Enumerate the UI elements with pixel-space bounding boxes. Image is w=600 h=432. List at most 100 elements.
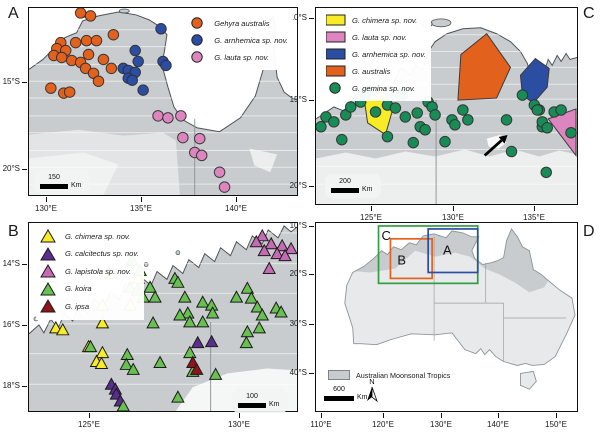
scalebar-bar [324, 396, 354, 401]
scalebar-row: Km [40, 182, 82, 189]
y-tick-label: 15°S [2, 77, 20, 86]
triangle-swatch-icon [40, 281, 56, 295]
triangle-swatch-icon [40, 246, 56, 260]
y-tick-mark [22, 324, 27, 326]
marker-koira [239, 335, 254, 349]
x-tick-label: 130°E [430, 420, 452, 429]
legend-item-koira: G. koira [39, 281, 139, 296]
legend-label-lauta: G. lauta sp. nov. [214, 52, 269, 62]
marker-australis [97, 53, 110, 66]
legend-label-chimera: G. chimera sp. nov. [65, 231, 131, 241]
x-tick-mark [141, 197, 143, 202]
y-tick-mark [309, 17, 314, 19]
x-tick-label: 135°E [130, 204, 152, 213]
y-tick-label: 40°S [289, 368, 307, 377]
marker-gemina [555, 104, 567, 116]
legend-label-australis: G. australis [352, 66, 391, 76]
marker-koira [143, 280, 157, 293]
scalebar-bar [331, 188, 359, 193]
x-tick-label: 130°E [442, 213, 464, 222]
marker-lapistola [284, 241, 297, 255]
marker-gemina [344, 101, 357, 113]
marker-koira [146, 315, 160, 329]
marker-koira [173, 308, 187, 321]
y-tick-label: 30°S [289, 319, 307, 328]
marker-koira [208, 367, 223, 380]
legend-item-lauta: G. lauta sp. nov. [188, 50, 288, 64]
legend-label-koira: G. koira [65, 284, 92, 293]
rect-swatch-icon [326, 14, 346, 26]
rect-swatch-icon [326, 48, 346, 60]
scalebar-unit: Km [362, 186, 373, 193]
legend-label-australis: Gehyra australis [214, 18, 270, 28]
legend-item-lauta: G. lauta sp. nov. [326, 30, 426, 44]
x-tick-mark [453, 206, 455, 211]
tropics-legend-label: Australian Moonsonal Tropics [356, 370, 451, 380]
legend-item-lapistola: G. lapistola sp. nov. [39, 264, 139, 278]
marker-koira [195, 314, 210, 328]
marker-chimera [94, 356, 109, 369]
marker-gemina [462, 114, 474, 126]
marker-lapistola [278, 248, 292, 262]
y-tick-mark [309, 273, 314, 275]
marker-koira [250, 300, 265, 313]
legend-item-chimera: G. chimera sp. nov. [326, 13, 426, 27]
marker-koira [171, 275, 185, 288]
y-tick-mark [309, 99, 314, 101]
legend-item-arnhemica: G. arnhemica sp. nov. [326, 47, 426, 61]
scalebar-row: Km [324, 394, 368, 401]
tasmania [519, 370, 537, 390]
land-south-light [316, 149, 577, 204]
marker-gemina [540, 166, 552, 179]
y-tick-mark [309, 372, 314, 374]
marker-australis [105, 62, 118, 75]
marker-gemina [389, 102, 402, 114]
panel-label-b: B [8, 223, 19, 240]
x-tick-label: 110°E [310, 420, 332, 429]
x-tick-mark [534, 206, 536, 211]
y-tick-mark [309, 225, 314, 227]
scalebar-value: 200 [339, 178, 351, 185]
legend-item-calcitectus: G. calcitectus sp. nov. [39, 246, 139, 261]
marker-gemina [500, 114, 513, 126]
rect-swatch-icon [326, 65, 346, 77]
marker-calcitectus [204, 334, 219, 348]
marker-gemina [399, 111, 412, 123]
marker-gemina [407, 136, 420, 149]
marker-arnhemica [129, 44, 141, 57]
panel-a-map: 130°E 135°E 140°E 15°S 20°S Gehyra australis G… [3, 7, 298, 213]
scalebar-unit: Km [357, 394, 368, 401]
marker-koira [205, 306, 220, 319]
marker-lapistola [270, 246, 284, 260]
tropics-legend: Australian Moonsonal Tropics [328, 370, 450, 380]
marker-koira [240, 324, 255, 338]
marker-gemina [381, 130, 394, 143]
marker-koira [274, 305, 288, 318]
marker-lapistola [249, 234, 264, 248]
panel-b-map: 125°E 130°E 14°S 16°S 18°S G. chimera sp. nov… [3, 222, 298, 429]
marker-calcitectus [190, 335, 205, 349]
marker-arnhemica [137, 84, 149, 96]
x-tick-mark [498, 413, 500, 418]
scalebar-unit: Km [269, 401, 280, 408]
marker-lauta [175, 110, 187, 122]
legend-item-chimera: G. chimera sp. nov. [39, 229, 139, 243]
legend-label-lapistola: G. lapistola sp. nov. [65, 266, 132, 276]
extent-box-B [389, 237, 433, 280]
tropics-swatch-icon [328, 370, 350, 380]
triangle-swatch-icon [40, 299, 56, 313]
marker-lauta [162, 112, 174, 124]
x-tick-mark [89, 413, 91, 418]
y-tick-mark [22, 168, 27, 170]
y-tick-mark [309, 323, 314, 325]
circle-swatch-icon [329, 82, 341, 94]
x-tick-label: 125°E [78, 420, 100, 429]
marker-lauta [193, 132, 206, 145]
north-label: N [369, 377, 375, 386]
marker-gemina [419, 124, 431, 136]
marker-gemina [369, 106, 382, 118]
marker-gemina [531, 104, 544, 116]
marker-australis [45, 82, 57, 94]
x-tick-mark [46, 197, 48, 202]
marker-koira [119, 357, 134, 370]
